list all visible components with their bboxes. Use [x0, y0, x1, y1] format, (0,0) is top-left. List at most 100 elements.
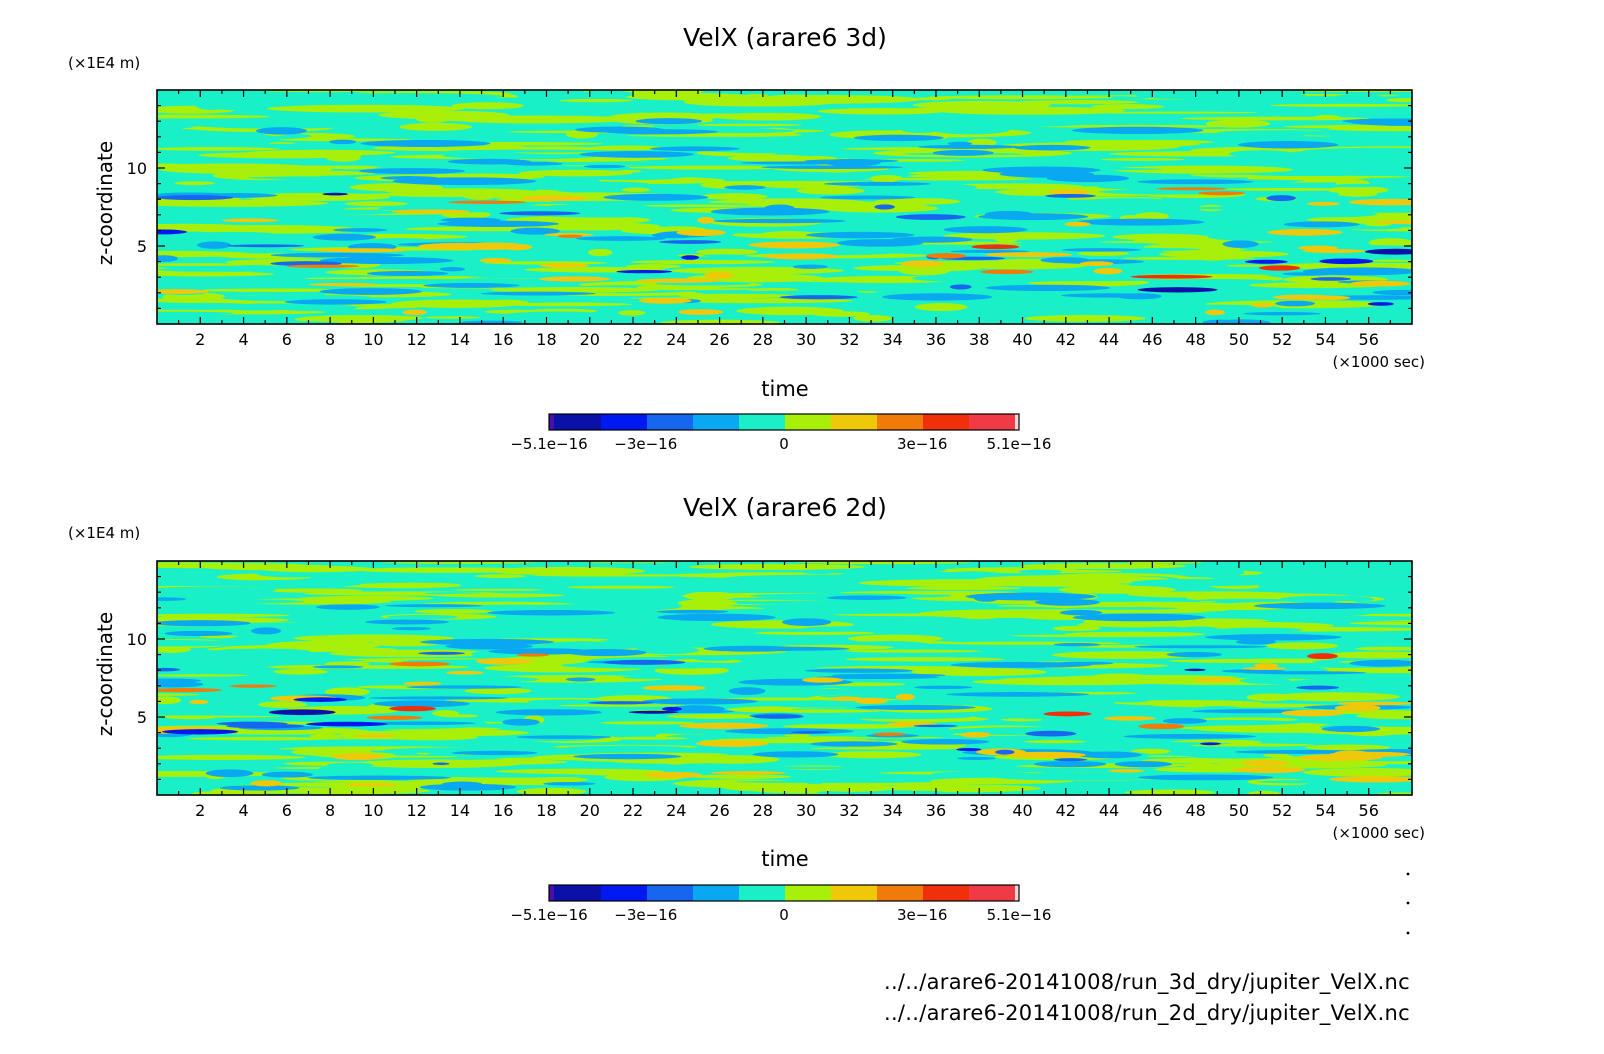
heatmap-contour: [1083, 742, 1195, 748]
heatmap-contour: [1291, 726, 1412, 735]
heatmap-contour: [1253, 602, 1386, 610]
heatmap-contour: [900, 260, 945, 268]
chart-title: VelX (arare6 2d): [683, 493, 887, 522]
heatmap-contour: [819, 195, 916, 200]
heatmap-contour: [1013, 144, 1091, 151]
x-tick-label: 54: [1315, 801, 1335, 820]
heatmap-contour: [157, 681, 204, 688]
heatmap-contour: [1123, 734, 1257, 739]
y-tick-label: 10: [127, 159, 147, 178]
heatmap-contour: [251, 627, 282, 635]
heatmap-contour: [1322, 651, 1412, 659]
heatmap-contour: [402, 309, 427, 316]
heatmap-contour: [727, 154, 837, 162]
heatmap-contour: [1033, 761, 1107, 768]
heatmap-contour: [516, 735, 612, 739]
x-tick-label: 44: [1099, 801, 1119, 820]
heatmap-contour: [157, 231, 276, 237]
heatmap-contour: [725, 728, 854, 735]
heatmap-contour: [226, 723, 305, 729]
heatmap-contour: [1284, 679, 1353, 688]
heatmap-contour: [326, 665, 470, 669]
heatmap-contour: [499, 211, 580, 216]
heatmap-contour: [1306, 201, 1340, 206]
heatmap-contour: [1113, 700, 1262, 706]
heatmap-contour: [827, 595, 907, 600]
colorbar-swatch: [969, 414, 1015, 430]
heatmap-contour: [733, 780, 932, 783]
heatmap-contour: [502, 718, 540, 726]
heatmap-contour: [366, 237, 435, 244]
heatmap-contour: [1367, 302, 1395, 306]
heatmap-contour: [847, 634, 943, 643]
heatmap-contour: [914, 303, 968, 312]
x-tick-label: 18: [536, 330, 556, 349]
heatmap-contour: [1045, 194, 1096, 198]
heatmap-contour: [581, 90, 634, 98]
heatmap-contour: [1238, 141, 1339, 149]
x-tick-label: 40: [1012, 330, 1032, 349]
heatmap-contour: [255, 178, 382, 186]
heatmap-contour: [1065, 631, 1205, 637]
heatmap-contour: [1188, 206, 1338, 210]
heatmap-contour: [1184, 762, 1221, 770]
heatmap-contour: [1034, 598, 1100, 606]
heatmap-contour: [656, 609, 729, 614]
heatmap-contour: [1101, 622, 1241, 626]
heatmap-contour: [660, 319, 781, 324]
heatmap-contour: [1107, 769, 1145, 773]
heatmap-contour: [1235, 639, 1277, 645]
heatmap-contour: [913, 685, 973, 690]
heatmap-contour: [220, 305, 294, 311]
y-axis-unit: (×1E4 m): [68, 54, 140, 72]
x-tick-label: 32: [839, 801, 859, 820]
x-axis-label: time: [761, 847, 808, 871]
heatmap-contour: [1368, 238, 1412, 247]
heatmap-contour: [724, 185, 766, 190]
heatmap-contour: [294, 315, 409, 324]
heatmap-contour: [267, 104, 465, 113]
heatmap-contour: [1137, 287, 1218, 293]
heatmap-contour: [162, 729, 239, 735]
heatmap-contour: [1178, 626, 1219, 633]
heatmap-contour: [508, 295, 676, 301]
heatmap-contour: [1089, 111, 1258, 114]
x-tick-label: 50: [1229, 330, 1249, 349]
heatmap-contour: [1253, 663, 1279, 669]
heatmap-contour: [221, 605, 408, 614]
heatmap-contour: [419, 783, 517, 791]
heatmap-contour: [728, 687, 766, 695]
heatmap-contour: [697, 216, 715, 224]
heatmap-contour: [1137, 179, 1254, 185]
heatmap-contour: [1005, 751, 1086, 759]
heatmap-contour: [504, 161, 563, 166]
heatmap-contour: [1025, 730, 1077, 737]
heatmap-contour: [284, 209, 400, 215]
heatmap-contour: [855, 704, 976, 711]
heatmap-contour: [1028, 687, 1104, 690]
heatmap-contour: [157, 693, 200, 696]
heatmap-contour: [680, 766, 881, 770]
heatmap-contour: [740, 161, 866, 165]
heatmap-contour: [1296, 685, 1340, 690]
x-tick-label: 52: [1272, 801, 1292, 820]
heatmap-contour: [474, 574, 527, 578]
heatmap-contour: [559, 98, 633, 103]
heatmap-contour: [1018, 563, 1187, 570]
heatmap-contour: [748, 241, 841, 249]
heatmap-contour: [796, 187, 865, 195]
heatmap-contour: [205, 769, 254, 778]
source-file-path-2d: ../../arare6-20141008/run_2d_dry/jupiter…: [883, 1001, 1410, 1025]
heatmap-contour: [215, 121, 318, 126]
heatmap-contour: [157, 599, 305, 604]
heatmap-contour: [927, 95, 1114, 100]
heatmap-contour: [1370, 259, 1412, 262]
heatmap-contour: [1353, 177, 1412, 182]
heatmap-contour: [164, 630, 233, 637]
heatmap-contour: [330, 190, 385, 194]
heatmap-contour: [810, 741, 898, 747]
heatmap-contour: [344, 201, 408, 207]
heatmap-contour: [792, 264, 828, 269]
heatmap-contour: [1023, 740, 1087, 744]
heatmap-contour: [1064, 221, 1091, 227]
